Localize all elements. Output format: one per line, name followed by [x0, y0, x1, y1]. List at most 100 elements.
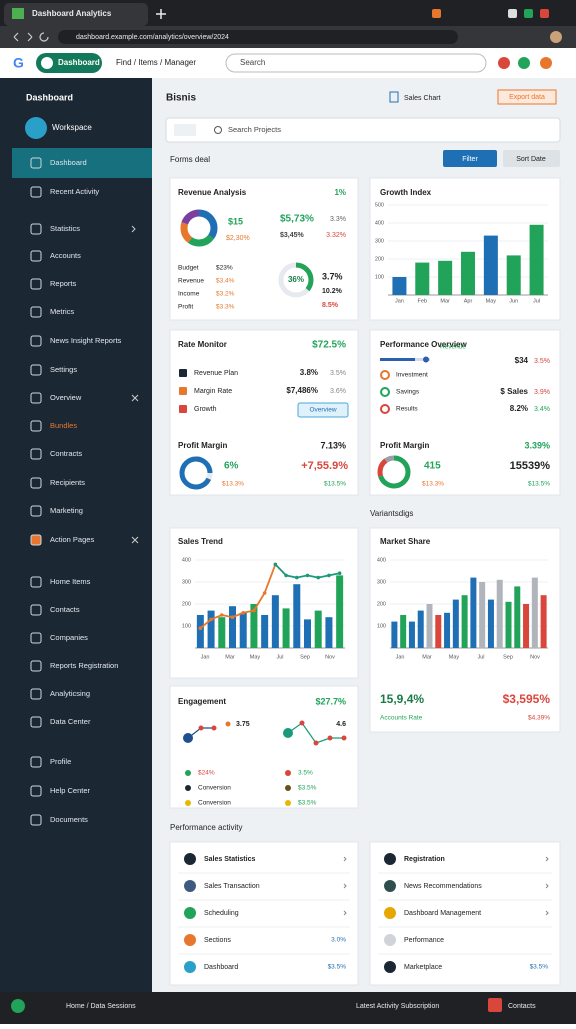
row-icon [179, 405, 187, 413]
list-item[interactable]: Dashboard Management [404, 910, 481, 917]
action-link[interactable]: Sales Chart [404, 95, 441, 102]
footer-button[interactable]: Contacts [508, 1003, 536, 1010]
nav-item[interactable]: Dashboard [50, 158, 87, 167]
list-icon [184, 907, 196, 919]
search-bar[interactable] [165, 117, 561, 143]
nav-item[interactable]: Recipients [50, 478, 85, 487]
row-change: 3.5% [534, 358, 550, 365]
nav-item[interactable]: Data Center [50, 717, 91, 726]
nav-icon [30, 716, 42, 728]
list-item[interactable]: News Recommendations [404, 883, 482, 890]
legend-dot [285, 800, 291, 806]
chevron [545, 883, 549, 889]
x-tick-label: Jan [201, 654, 210, 660]
row-icon [179, 369, 187, 377]
y-tick-label: 100 [375, 274, 384, 280]
list-item[interactable]: Dashboard [204, 964, 238, 971]
right-sub: $13.5% [528, 481, 550, 488]
filter-button[interactable] [443, 150, 497, 167]
mini-point [341, 735, 347, 741]
nav-item[interactable]: Reports [50, 279, 77, 288]
list-item[interactable]: Marketplace [404, 964, 442, 971]
nav-item[interactable]: Reports Registration [50, 661, 118, 670]
y-tick-label: 200 [377, 601, 386, 607]
nav-icon [30, 157, 42, 169]
y-tick-label: 500 [375, 202, 384, 208]
nav-item[interactable]: News Insight Reports [50, 336, 122, 345]
nav-icon [30, 505, 42, 517]
url-field[interactable] [58, 30, 458, 44]
footer-text: Home / Data Sessions [66, 1003, 136, 1010]
legend-label: Revenue [178, 278, 204, 285]
mini-point [211, 725, 217, 731]
sidebar-title: Dashboard [26, 92, 73, 102]
new-tab[interactable] [156, 9, 166, 19]
nav-item[interactable]: Marketing [50, 506, 83, 515]
bar [392, 277, 407, 295]
action-button[interactable] [497, 89, 557, 105]
nav-item[interactable]: Overview [50, 393, 82, 402]
right-kpi: 15539% [510, 460, 551, 472]
list-value: 3.0% [331, 937, 346, 944]
ring-sub: $13.3% [222, 481, 244, 488]
nav-item[interactable]: Settings [50, 365, 77, 374]
ring-label: 415 [424, 461, 441, 472]
card [169, 527, 359, 679]
search-box[interactable] [225, 53, 487, 73]
tab[interactable] [4, 3, 148, 26]
legend-value: $3.5% [298, 785, 317, 792]
list-item[interactable]: Sections [204, 937, 231, 944]
legend-dot [285, 770, 291, 776]
footer-icon [11, 999, 25, 1013]
bar [523, 604, 530, 648]
nav-item[interactable]: Accounts [50, 251, 81, 260]
legend-label: Conversion [198, 800, 231, 807]
nav-icon [30, 392, 42, 404]
brand-pill[interactable] [36, 53, 102, 73]
y-tick-label: 200 [182, 601, 191, 607]
legend-dot [185, 770, 191, 776]
nav-item[interactable]: Documents [50, 815, 88, 824]
nav-item[interactable]: Contracts [50, 449, 82, 458]
tab-icon [524, 9, 533, 18]
card [369, 177, 561, 321]
row-value: 3.8% [300, 368, 318, 377]
list-item[interactable]: Performance [404, 937, 444, 944]
list-item[interactable]: Scheduling [204, 910, 239, 917]
nav-icon [30, 278, 42, 290]
close-icon [131, 536, 139, 544]
nav-item[interactable]: Recent Activity [50, 187, 99, 196]
row-icon [380, 387, 390, 397]
nav-icon [30, 814, 42, 826]
list-item[interactable]: Sales Transaction [204, 883, 260, 890]
tab-icon [432, 9, 441, 18]
row-label: Growth [194, 406, 217, 413]
nav-item[interactable]: Metrics [50, 307, 74, 316]
mini-point [327, 735, 333, 741]
nav-item[interactable]: Companies [50, 633, 88, 642]
footer-badge [488, 998, 502, 1012]
overview-button[interactable] [297, 402, 349, 418]
list-item[interactable]: Registration [404, 856, 445, 863]
nav-item[interactable]: Action Pages [50, 535, 94, 544]
nav-item[interactable]: Analyticsing [50, 689, 90, 698]
header-icon [498, 57, 510, 69]
sort-button[interactable] [503, 150, 560, 167]
bar [426, 604, 433, 648]
nav-arrows[interactable] [13, 32, 49, 42]
list-icon [384, 961, 396, 973]
nav-item[interactable]: Bundles [50, 421, 77, 430]
nav-item[interactable]: Statistics [50, 224, 80, 233]
nav-item[interactable]: Help Center [50, 786, 91, 795]
nav-item[interactable]: Home Items [50, 577, 91, 586]
progress-knob [423, 356, 429, 363]
list-item[interactable]: Sales Statistics [204, 856, 255, 863]
ring-label: 36% [288, 275, 304, 284]
kpi: $72.5% [312, 340, 346, 351]
nav-item[interactable]: Profile [50, 757, 71, 766]
x-tick-label: Feb [418, 298, 427, 304]
nav-item[interactable]: Contacts [50, 605, 80, 614]
nav-icon [30, 223, 42, 235]
kpi: $3,595% [503, 692, 551, 706]
row-change: 3.9% [534, 389, 550, 396]
